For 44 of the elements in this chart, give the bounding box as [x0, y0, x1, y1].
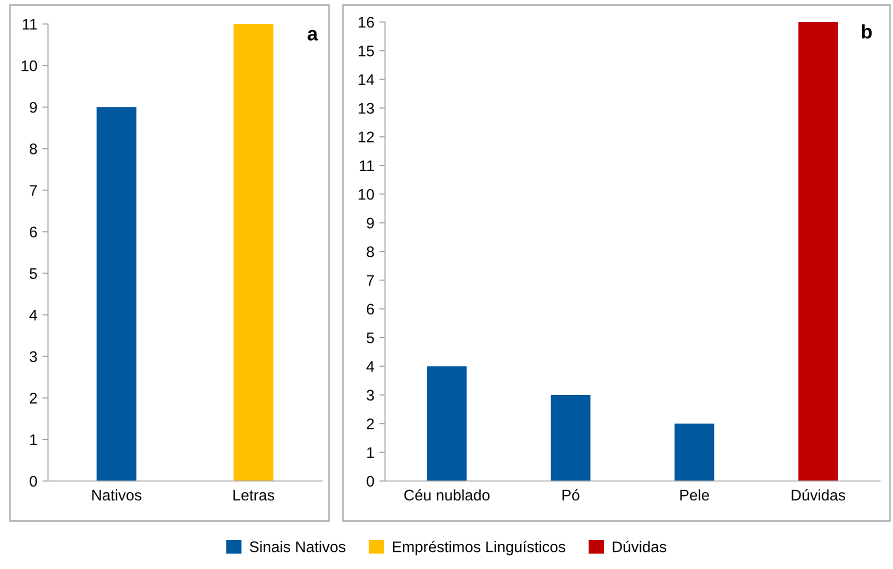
y-tick-label: 3 — [366, 390, 374, 401]
y-tick-label: 1 — [30, 434, 37, 445]
legend-label: Empréstimos Linguísticos — [392, 540, 566, 556]
legend-label: Dúvidas — [612, 540, 666, 552]
x-tick-label: Pó — [562, 489, 580, 501]
y-tick-label: 16 — [358, 16, 374, 28]
y-tick-label: 0 — [366, 476, 374, 487]
x-tick-label: Letras — [234, 490, 274, 501]
y-tick-label: 7 — [30, 185, 37, 196]
y-tick-label: 13 — [358, 102, 374, 114]
y-tick-label: 8 — [30, 144, 37, 154]
y-tick-label: 4 — [366, 361, 374, 372]
y-tick-label: 10 — [358, 188, 374, 200]
y-tick-label: 5 — [366, 332, 374, 344]
legend-label: Sinais Nativos — [250, 541, 346, 552]
y-tick-label: 15 — [358, 46, 374, 56]
chart-title: b — [862, 24, 872, 39]
y-tick-label: 6 — [30, 226, 37, 238]
y-tick-label: 11 — [360, 160, 374, 171]
y-tick-label: 14 — [358, 74, 374, 85]
y-tick-label: 0 — [30, 476, 37, 487]
y-tick-label: 6 — [366, 304, 374, 315]
y-tick-label: 2 — [366, 418, 374, 430]
bar — [427, 366, 467, 481]
y-tick-label: 1 — [367, 447, 374, 458]
bar — [550, 394, 590, 481]
x-tick-label: Pele — [680, 489, 709, 501]
bar — [798, 22, 838, 481]
y-tick-label: 11 — [22, 19, 37, 30]
y-tick-label: 8 — [366, 246, 374, 258]
y-tick-label: 2 — [30, 392, 37, 404]
y-tick-label: 9 — [30, 102, 37, 113]
y-tick-label: 9 — [366, 218, 374, 228]
chart-title: a — [308, 30, 318, 41]
x-tick-label: Céu nublado — [404, 489, 490, 501]
y-tick-label: 12 — [358, 132, 374, 142]
x-tick-label: Dúvidas — [792, 489, 846, 501]
y-tick-label: 7 — [366, 275, 374, 286]
y-tick-label: 5 — [30, 268, 37, 279]
y-tick-label: 3 — [30, 351, 37, 362]
y-tick-label: 4 — [29, 310, 38, 320]
y-tick-label: 10 — [22, 60, 37, 72]
bar — [674, 424, 714, 481]
x-tick-label: Nativos — [92, 489, 142, 501]
